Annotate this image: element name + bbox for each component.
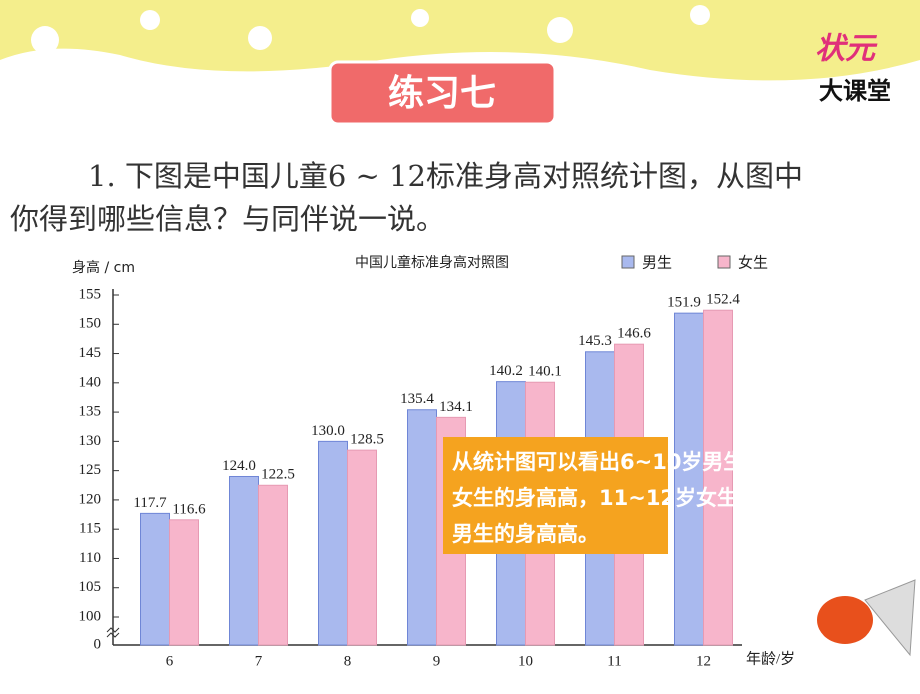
question-line: 你得到哪些信息？与同伴说一说。 [10, 202, 445, 236]
legend-label: 女生 [738, 254, 768, 272]
callout-line: 从统计图可以看出6~10岁男生比 [452, 450, 765, 474]
value-label: 151.9 [667, 295, 701, 311]
bar [318, 440, 348, 646]
y-tick-label: 0 [94, 636, 102, 652]
value-label: 124.0 [222, 458, 256, 474]
callout-line: 男生的身高高。 [452, 522, 599, 546]
value-label: 116.6 [172, 501, 206, 517]
value-label: 135.4 [400, 391, 434, 407]
x-tick-label: 7 [255, 653, 263, 669]
y-tick-label: 145 [79, 345, 102, 361]
legend-swatch [621, 255, 635, 269]
fish-decoration [817, 579, 916, 657]
callout-line: 女生的身高高，11~12岁女生比 [452, 486, 759, 510]
bar [347, 449, 377, 646]
legend-label: 男生 [642, 254, 672, 272]
chart-title: 中国儿童标准身高对照图 [355, 254, 509, 271]
x-tick-label: 8 [344, 653, 352, 669]
bar [169, 519, 199, 646]
bar [258, 484, 288, 646]
bar [674, 312, 704, 646]
value-label: 140.1 [528, 364, 562, 380]
callout-box [443, 437, 668, 554]
value-label: 146.6 [617, 326, 651, 342]
y-tick-label: 130 [79, 433, 102, 449]
value-label: 130.0 [311, 423, 345, 439]
x-tick-label: 6 [166, 653, 174, 669]
top-decoration [0, 0, 920, 81]
value-label: 122.5 [261, 467, 295, 483]
y-tick-label: 140 [79, 374, 102, 390]
y-tick-label: 135 [79, 404, 102, 420]
header-title: 练习七 [388, 73, 496, 114]
x-tick-label: 11 [607, 653, 621, 669]
logo-top: 状元 [815, 32, 878, 67]
y-tick-label: 100 [79, 608, 102, 624]
x-tick-label: 10 [518, 653, 533, 669]
y-tick-label: 105 [79, 579, 102, 595]
logo-bottom: 大课堂 [819, 77, 891, 105]
value-label: 134.1 [439, 399, 473, 415]
bar [407, 409, 437, 646]
y-tick-label: 150 [79, 316, 102, 332]
x-tick-label: 9 [433, 653, 441, 669]
y-tick-label: 125 [79, 462, 102, 478]
x-axis-label: 年龄/岁 [746, 650, 795, 667]
question-line: 1. 下图是中国儿童6 ~ 12标准身高对照统计图，从图中 [88, 159, 803, 193]
bar [140, 512, 170, 646]
value-label: 128.5 [350, 432, 384, 448]
legend-swatch [717, 255, 731, 269]
value-label: 145.3 [578, 333, 612, 349]
value-label: 140.2 [489, 363, 523, 379]
bar [703, 309, 733, 646]
y-tick-label: 115 [79, 521, 101, 537]
y-tick-label: 110 [79, 550, 101, 566]
x-tick-label: 12 [696, 653, 711, 669]
header-box [328, 60, 557, 126]
y-tick-label: 120 [79, 491, 102, 507]
bar [229, 475, 259, 646]
value-label: 152.4 [706, 292, 740, 308]
y-axis-label: 身高 / cm [72, 259, 135, 276]
value-label: 117.7 [133, 495, 167, 511]
axis-break [106, 627, 120, 638]
y-tick-label: 155 [79, 286, 102, 302]
